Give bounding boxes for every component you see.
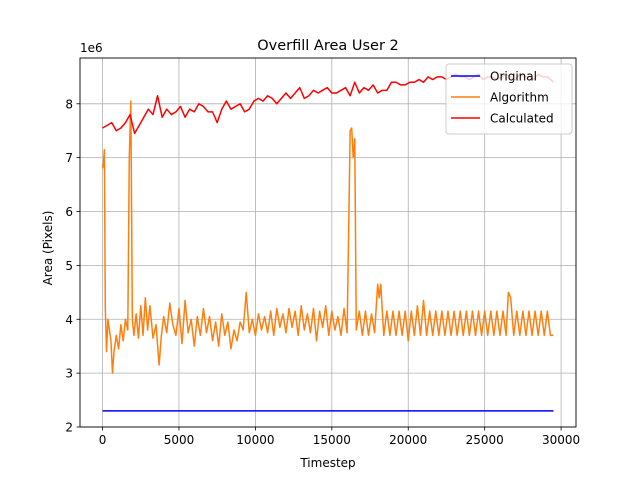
x-tick-label: 20000 (389, 433, 427, 447)
y-tick-label: 3 (65, 367, 73, 381)
y-axis-ticks: 2 3 4 5 6 7 8 (65, 97, 80, 435)
x-tick-label: 5000 (164, 433, 195, 447)
series-line-algorithm (101, 100, 554, 374)
x-axis-ticks: 0 5000 10000 15000 20000 25000 30000 (99, 427, 580, 447)
y-axis-label: Area (Pixels) (41, 211, 55, 286)
legend-label-algorithm: Algorithm (490, 91, 549, 105)
legend: Original Algorithm Calculated (445, 63, 573, 135)
legend-label-original: Original (490, 70, 537, 84)
chart-title: Overfill Area User 2 (257, 38, 399, 54)
x-axis-label: Timestep (299, 456, 355, 470)
x-tick-label: 25000 (466, 433, 504, 447)
y-tick-label: 6 (65, 205, 73, 219)
y-scale-label: 1e6 (80, 41, 103, 55)
x-tick-label: 15000 (313, 433, 351, 447)
axes-frame (79, 57, 577, 428)
y-tick-label: 2 (65, 421, 73, 435)
x-tick-label: 0 (99, 433, 107, 447)
y-tick-label: 8 (65, 97, 73, 111)
y-tick-label: 4 (65, 313, 73, 327)
x-tick-label: 10000 (236, 433, 274, 447)
y-tick-label: 7 (65, 151, 73, 165)
y-tick-label: 5 (65, 259, 73, 273)
x-tick-label: 30000 (542, 433, 580, 447)
legend-box (445, 63, 573, 135)
legend-label-calculated: Calculated (490, 112, 554, 126)
